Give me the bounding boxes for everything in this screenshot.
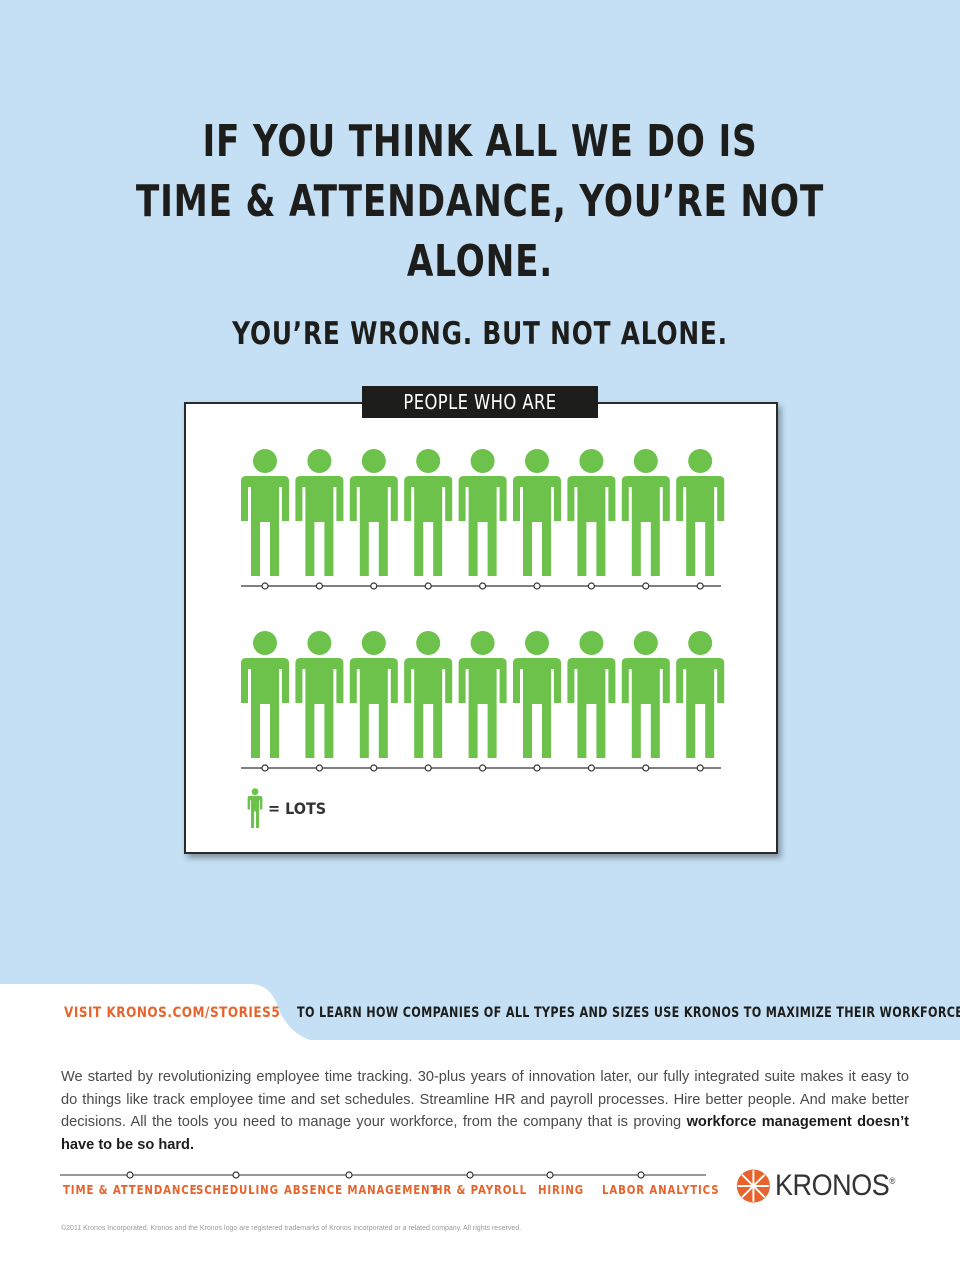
baseline-dot xyxy=(315,764,323,772)
body-text: We started by revolutionizing employee t… xyxy=(61,1069,909,1130)
baseline-dot xyxy=(261,764,269,772)
product-scheduling[interactable]: SCHEDULING xyxy=(196,1183,279,1197)
logo-wordmark: KRONOS® xyxy=(775,1169,895,1203)
headline-line-2: TIME & ATTENDANCE, YOU’RE NOT ALONE. xyxy=(135,176,825,287)
copyright-notice: ©2011 Kronos Incorporated. Kronos and th… xyxy=(61,1225,522,1232)
chart-label-text: PEOPLE WHO ARE WRONG xyxy=(403,390,557,446)
person-figure xyxy=(241,449,289,576)
cta-band xyxy=(0,984,960,1040)
person-figure xyxy=(404,631,453,758)
baseline-dot xyxy=(533,582,541,590)
person-figure xyxy=(404,449,453,576)
footer-panel xyxy=(0,1040,960,1284)
kronos-starburst-icon xyxy=(736,1169,770,1203)
baseline-dot xyxy=(315,582,323,590)
headline: IF YOU THINK ALL WE DO IS TIME & ATTENDA… xyxy=(0,112,960,354)
person-figure xyxy=(567,449,616,576)
product-hr-payroll[interactable]: HR & PAYROLL xyxy=(434,1183,527,1197)
baseline-dot xyxy=(696,764,704,772)
person-figure xyxy=(621,631,670,758)
baseline-dot xyxy=(370,764,378,772)
baseline-dot xyxy=(587,764,596,772)
cta-link[interactable]: VISIT KRONOS.COM/STORIES5 xyxy=(64,1005,281,1021)
person-figure xyxy=(458,449,507,576)
person-figure xyxy=(567,631,616,758)
logo-registered-mark: ® xyxy=(889,1176,895,1186)
person-figure xyxy=(676,449,725,576)
chart-label: PEOPLE WHO ARE WRONG xyxy=(362,386,598,446)
product-timeline xyxy=(60,1171,706,1179)
product-absence-management[interactable]: ABSENCE MANAGEMENT xyxy=(284,1183,439,1197)
person-figure xyxy=(241,631,289,758)
baseline-dot xyxy=(642,764,650,772)
chart-legend: = LOTS xyxy=(246,788,333,828)
baseline-dot xyxy=(424,764,432,772)
headline-line-1: IF YOU THINK ALL WE DO IS xyxy=(202,116,758,167)
baseline-dot xyxy=(533,764,541,772)
person-icon xyxy=(247,788,263,828)
product-labor-analytics[interactable]: LABOR ANALYTICS xyxy=(602,1183,720,1197)
person-figure xyxy=(295,631,344,758)
subheadline: YOU’RE WRONG. BUT NOT ALONE. xyxy=(232,316,728,352)
person-figure xyxy=(621,449,670,576)
person-figure xyxy=(513,631,561,758)
cta-message: TO LEARN HOW COMPANIES OF ALL TYPES AND … xyxy=(297,1005,960,1021)
legend-text: = LOTS xyxy=(268,798,327,818)
person-figure xyxy=(349,631,398,758)
logo-name: KRONOS xyxy=(774,1169,890,1202)
baseline-dot xyxy=(370,582,378,590)
person-figure xyxy=(349,449,398,576)
person-figure xyxy=(676,631,725,758)
product-time-attendance[interactable]: TIME & ATTENDANCE xyxy=(63,1183,198,1197)
baseline-dot xyxy=(261,582,269,590)
person-figure xyxy=(513,449,561,576)
baseline-dot xyxy=(642,582,650,590)
body-copy: We started by revolutionizing employee t… xyxy=(61,1066,909,1156)
body-emphasis: workforce management doesn’t have to be … xyxy=(61,1114,909,1153)
baseline-dot xyxy=(696,582,704,590)
person-figure xyxy=(458,631,507,758)
kronos-logo[interactable]: KRONOS® xyxy=(736,1164,908,1208)
baseline-dot xyxy=(479,582,487,590)
product-hiring[interactable]: HIRING xyxy=(538,1183,584,1197)
baseline-dot xyxy=(587,582,596,590)
baseline-dot xyxy=(424,582,432,590)
baseline-dot xyxy=(479,764,487,772)
person-figure xyxy=(295,449,344,576)
